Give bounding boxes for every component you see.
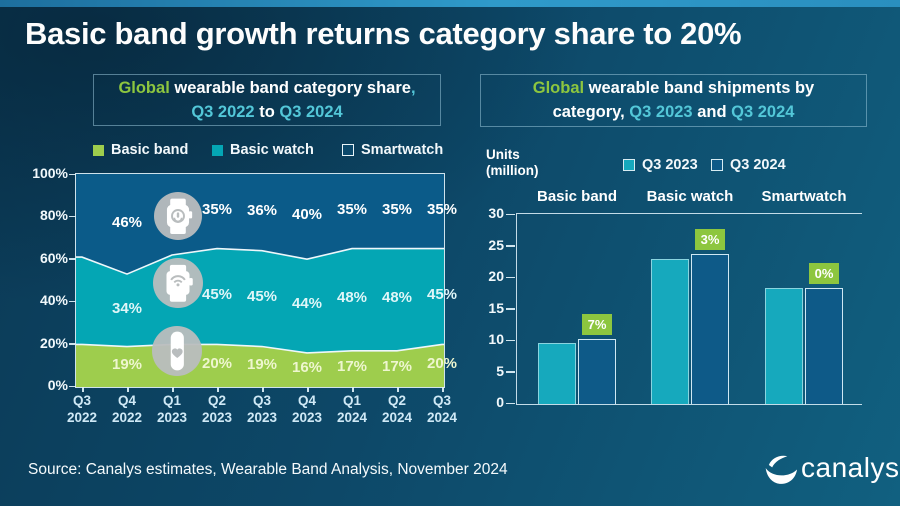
y-tick-label: 30: [488, 205, 504, 221]
header-text-segment: Q3 2024: [279, 103, 343, 121]
x-tick-mark: [172, 387, 174, 392]
y-tick-label: 60%: [39, 249, 68, 266]
bar-q3-2023-basic-watch: [651, 258, 689, 404]
left-chart-header: Global wearable band category share, Q3 2…: [93, 74, 441, 126]
x-tick-mark: [217, 387, 219, 392]
y-tick-mark: [506, 245, 515, 247]
header-text-segment: Q3 2023: [629, 103, 693, 121]
x-tick-mark: [127, 387, 129, 392]
basic-band-swatch: [93, 144, 104, 156]
q3-2023-swatch: [623, 159, 635, 171]
x-tick-label: Q1 2023: [156, 393, 188, 425]
bar-q3-2024-smartwatch: [805, 288, 843, 404]
bar-category-label: Basic band: [536, 188, 618, 205]
x-tick-mark: [352, 387, 354, 392]
legend-label: Q3 2024: [730, 157, 786, 173]
y-tick-label: 0%: [47, 377, 68, 393]
y-tick-mark: [506, 276, 515, 278]
y-tick-label: 80%: [39, 207, 68, 224]
bar-category-label: Smartwatch: [761, 188, 847, 205]
y-tick-mark: [69, 173, 76, 175]
smartwatch-icon: [154, 192, 202, 245]
header-text-segment: Global: [118, 79, 175, 97]
legend-label: Smartwatch: [361, 142, 444, 158]
y-tick-label: 5: [496, 362, 504, 379]
y-tick-mark: [506, 339, 515, 341]
top-accent-strip: [0, 0, 900, 7]
y-tick-mark: [506, 402, 515, 404]
y-tick-mark: [69, 300, 76, 303]
header-text-segment: Global: [532, 79, 589, 97]
units-axis-title: Units (million): [486, 147, 539, 178]
x-tick-mark: [82, 387, 84, 392]
y-tick-mark: [69, 215, 76, 218]
header-text-segment: wearable band category share: [174, 79, 411, 97]
y-tick-mark: [69, 385, 76, 387]
legend-item-basic-watch: Basic watch: [212, 142, 314, 158]
header-text-segment: category,: [552, 103, 630, 121]
y-tick-label: 15: [488, 299, 504, 316]
x-tick-label: Q4 2023: [291, 393, 323, 425]
x-tick-mark: [307, 387, 309, 392]
y-tick-mark: [69, 343, 76, 345]
y-tick-label: 100%: [32, 165, 68, 181]
y-tick-label: 10: [488, 331, 504, 347]
basic-watch-icon: [153, 258, 203, 313]
canalys-logo-mark: [763, 451, 799, 492]
right-chart-header: Global wearable band shipments by categor…: [480, 74, 867, 127]
canalys-logo-text: canalys: [801, 452, 900, 483]
x-tick-label: Q3 2022: [66, 393, 98, 425]
y-tick-label: 0: [496, 394, 504, 410]
y-tick-label: 25: [488, 236, 504, 253]
legend-label: Basic watch: [230, 142, 314, 158]
category-share-area-chart: [75, 173, 445, 388]
y-tick-label: 40%: [39, 292, 68, 309]
x-tick-label: Q3 2024: [426, 393, 458, 425]
bar-q3-2023-basic-band: [538, 342, 576, 404]
header-text-segment: Q3 2024: [731, 103, 795, 121]
header-text-segment: and: [692, 103, 732, 121]
legend-item-basic-band: Basic band: [93, 142, 188, 158]
growth-badge: 0%: [809, 263, 839, 285]
header-text-segment: to: [254, 103, 280, 121]
x-tick-label: Q4 2022: [111, 393, 143, 425]
x-tick-label: Q2 2024: [381, 393, 413, 425]
basic-band-icon: [152, 326, 202, 381]
x-tick-label: Q1 2024: [336, 393, 368, 425]
y-tick-mark: [506, 213, 515, 215]
legend-item-q3-2023: Q3 2023: [623, 157, 698, 173]
basic-watch-swatch: [212, 144, 223, 156]
y-tick-mark: [506, 371, 515, 373]
x-tick-mark: [442, 387, 444, 392]
header-text-segment: Q3 2022: [191, 103, 255, 121]
growth-badge: 3%: [695, 229, 725, 251]
x-tick-mark: [262, 387, 264, 392]
growth-badge: 7%: [582, 313, 612, 335]
page-title: Basic band growth returns category share…: [25, 16, 742, 51]
x-tick-mark: [397, 387, 399, 392]
header-text-segment: wearable band shipments by: [588, 79, 815, 97]
y-tick-mark: [69, 258, 76, 260]
bar-category-label: Basic watch: [646, 188, 734, 205]
bar-q3-2024-basic-watch: [691, 254, 729, 404]
y-tick-label: 20%: [39, 334, 68, 351]
header-text-segment: ,: [410, 79, 416, 97]
legend-label: Q3 2023: [642, 157, 698, 173]
x-tick-label: Q3 2023: [246, 393, 278, 425]
bar-chart-category-labels: Basic band Basic watch Smartwatch: [517, 188, 863, 206]
shipments-bar-chart: 7% 3% 0%: [516, 213, 862, 405]
legend-label: Basic band: [111, 142, 189, 158]
bar-q3-2023-smartwatch: [765, 288, 803, 404]
source-note: Source: Canalys estimates, Wearable Band…: [28, 461, 508, 478]
y-tick-mark: [506, 308, 515, 310]
y-tick-label: 20: [488, 268, 504, 284]
q3-2024-swatch: [711, 159, 723, 171]
bar-q3-2024-basic-band: [578, 338, 616, 404]
smartwatch-swatch: [342, 144, 354, 156]
legend-item-q3-2024: Q3 2024: [711, 157, 786, 173]
x-tick-label: Q2 2023: [201, 393, 233, 425]
legend-item-smartwatch: Smartwatch: [342, 142, 443, 158]
